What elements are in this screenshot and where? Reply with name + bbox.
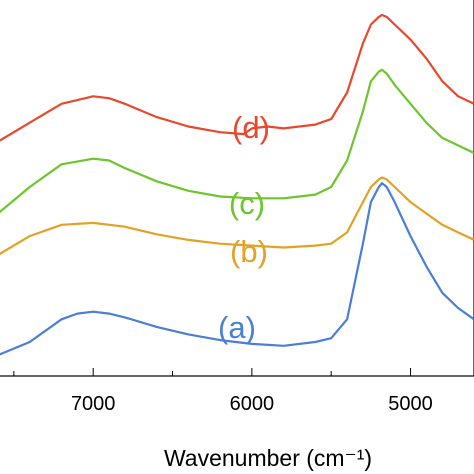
series-line-b — [0, 176, 474, 256]
series-labels: (a) (b) (c) (d) — [218, 110, 270, 345]
x-axis-ticks: 7000 6000 5000 — [13, 368, 433, 415]
series-line-c — [0, 68, 474, 214]
series-label-d: (d) — [232, 110, 270, 145]
series-lines — [0, 13, 474, 356]
series-label-c: (c) — [229, 186, 265, 221]
plot-frame — [0, 0, 474, 377]
x-tick-label: 6000 — [230, 393, 275, 415]
x-tick-label: 5000 — [388, 393, 433, 415]
series-label-a: (a) — [218, 310, 256, 345]
x-axis-title: Wavenumber (cm⁻¹) — [164, 445, 372, 471]
plot-area — [0, 0, 474, 377]
series-line-a — [0, 182, 474, 356]
x-tick-label: 7000 — [71, 393, 116, 415]
series-line-d — [0, 13, 474, 142]
series-label-b: (b) — [230, 234, 268, 269]
